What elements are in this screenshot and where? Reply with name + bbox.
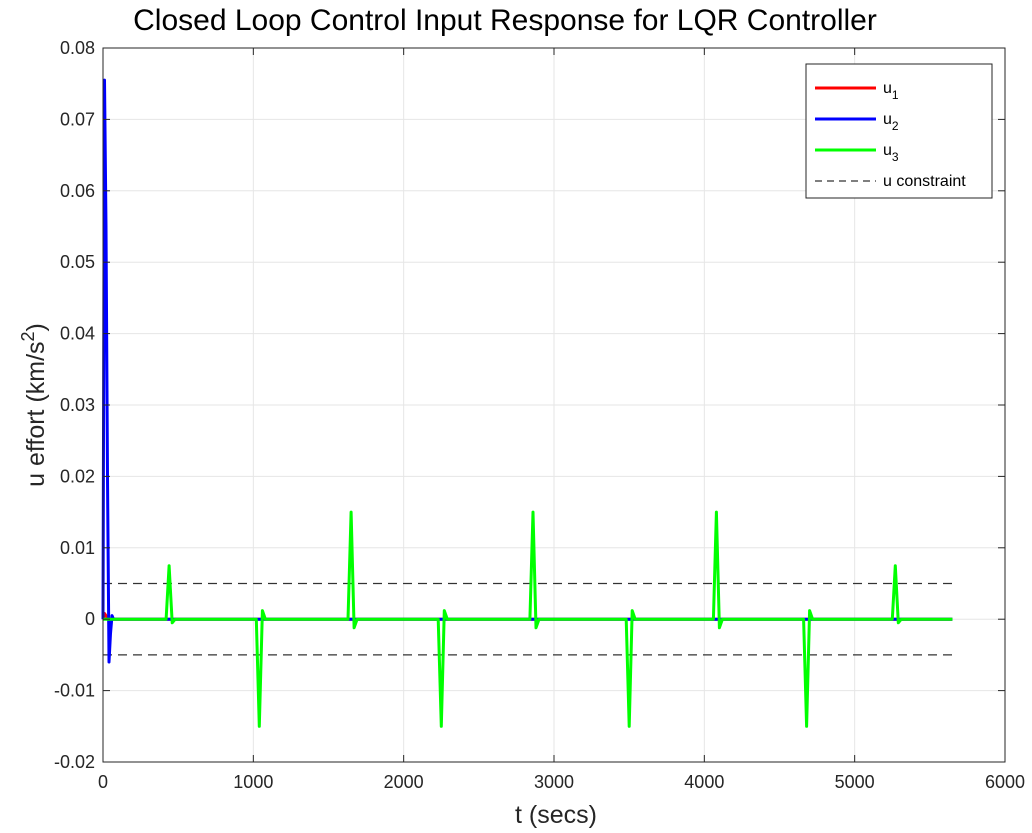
x-tick-label: 1000 <box>233 772 273 792</box>
legend: u1 u2 u3 u constraint <box>805 63 993 199</box>
series-line-u3 <box>103 510 953 728</box>
legend-box <box>805 63 993 199</box>
series-layer <box>101 78 953 728</box>
y-tick-label: 0.05 <box>60 252 95 272</box>
x-tick-label: 4000 <box>684 772 724 792</box>
ticks: 0 1000 2000 3000 4000 5000 6000 -0.02 -0.01 0 0.01… <box>54 38 1025 792</box>
y-tick-label: 0.02 <box>60 466 95 486</box>
y-tick-label: 0.06 <box>60 181 95 201</box>
legend-label: u3 <box>883 142 899 164</box>
chart-title: Closed Loop Control Input Response for L… <box>133 4 877 37</box>
y-tick-label: 0.03 <box>60 395 95 415</box>
y-axis-label-end: ) <box>22 323 50 331</box>
y-tick-label: 0.01 <box>60 538 95 558</box>
y-tick-label: 0 <box>85 609 95 629</box>
y-tick-label: 0.08 <box>60 38 95 58</box>
x-tick-label: 2000 <box>384 772 424 792</box>
legend-label: u1 <box>883 80 899 102</box>
y-tick-label: -0.02 <box>54 752 95 772</box>
x-tick-label: 5000 <box>835 772 875 792</box>
y-axis-label-main: u effort (km/s <box>22 341 50 486</box>
y-axis-label: u effort (km/s2) <box>18 323 50 487</box>
x-tick-label: 0 <box>98 772 108 792</box>
x-tick-label: 3000 <box>534 772 574 792</box>
legend-label: u2 <box>883 111 899 133</box>
y-tick-label: -0.01 <box>54 681 95 701</box>
x-tick-label: 6000 <box>985 772 1025 792</box>
y-axis-label-superscript: 2 <box>18 331 38 341</box>
legend-label: u constraint <box>883 173 966 190</box>
y-tick-label: 0.07 <box>60 109 95 129</box>
y-tick-label: 0.04 <box>60 324 95 344</box>
x-axis-label: t (secs) <box>515 801 597 829</box>
